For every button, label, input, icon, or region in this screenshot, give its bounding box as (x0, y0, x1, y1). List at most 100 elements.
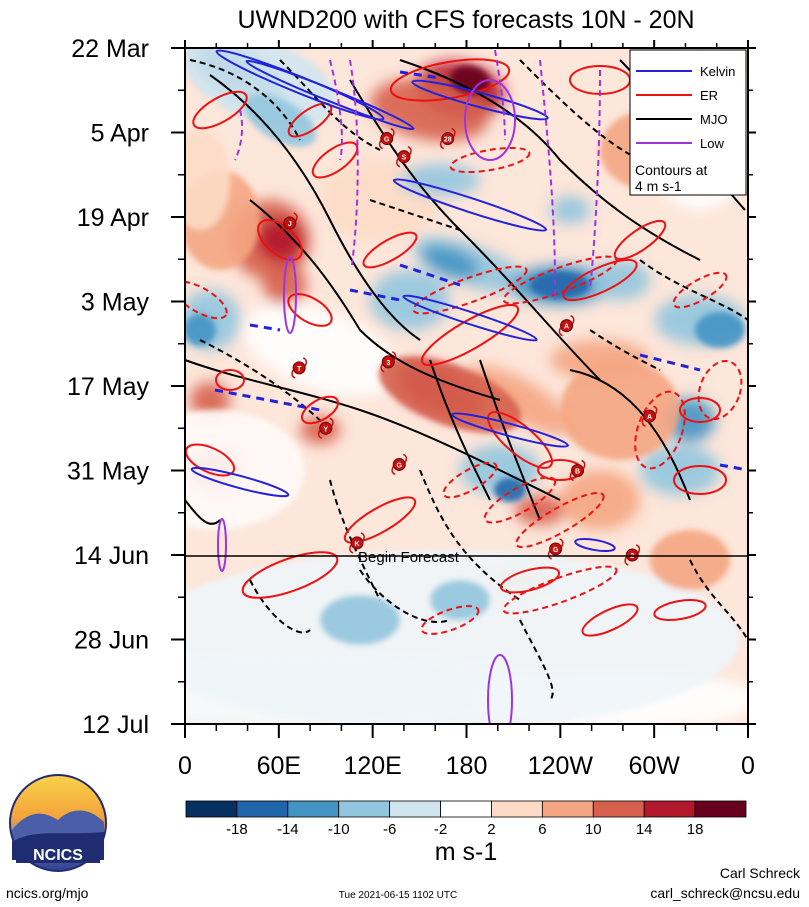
storm-icon-arm (293, 212, 298, 222)
storm-icon (397, 150, 411, 164)
storm-icon (380, 132, 394, 146)
colorbar-tick-label: -2 (434, 821, 447, 838)
storm-marker: S (396, 145, 412, 168)
legend-label-er: ER (700, 88, 718, 103)
storm-icon-arm (581, 459, 586, 469)
storm-label: G (397, 462, 403, 469)
colorbar-tick-label: -14 (277, 821, 299, 838)
colorbar-swatch (236, 800, 289, 818)
legend-label-mjo: MJO (700, 112, 727, 127)
colorbar-tick-label: 2 (487, 821, 495, 838)
y-tick-label: 17 May (67, 373, 149, 401)
colorbar-swatch (643, 800, 696, 818)
colorbar-tick-label: 14 (636, 821, 653, 838)
storm-icon-arm (569, 472, 574, 482)
storm-icon (441, 132, 455, 146)
storm-icon-arm (360, 532, 365, 542)
footer-author: Carl Schreck (720, 865, 801, 881)
colorbar-tick-label: 10 (585, 821, 602, 838)
logo-wordmark: NCICS (33, 847, 83, 864)
storm-marker: K (349, 532, 365, 554)
shading-patch (560, 360, 680, 460)
storm-marker: A (558, 314, 575, 337)
storm-label: G (553, 547, 559, 554)
storm-icon (642, 409, 656, 423)
shading-patch (185, 550, 740, 724)
storm-icon-arm (402, 453, 408, 463)
storm-marker: G (391, 453, 408, 476)
storm-icon-arm (396, 158, 401, 168)
storm-icon-arm (641, 417, 646, 427)
shading-patch (467, 365, 573, 435)
shading-patch (243, 93, 317, 147)
storm-icon-arm (451, 127, 456, 137)
storm-icon-arm (558, 327, 563, 337)
legend-note-line1: Contours at (635, 162, 707, 178)
storm-icon-arm (391, 466, 396, 476)
colorbar-swatch (694, 800, 747, 818)
y-tick-label: 12 Jul (82, 711, 149, 739)
storm-label: J (288, 221, 292, 228)
storm-marker: G (378, 127, 395, 150)
x-axis: 0 60E 120E 180 120W 60W 0 (178, 40, 755, 780)
x-tick-label: 60W (628, 752, 680, 780)
storm-marker: A (641, 405, 658, 427)
x-tick-label: 60E (257, 752, 301, 780)
storm-label: A (564, 324, 569, 331)
colorbar-swatch (491, 800, 543, 818)
shading-patch (695, 312, 745, 348)
shading-patch (421, 245, 479, 279)
colorbar: -18 -14 -10 -6 -2 2 6 10 14 18 (185, 800, 747, 838)
colorbar-tick-label: -18 (226, 821, 248, 838)
storm-marker: 28 (439, 127, 456, 150)
storm-icon-arm (390, 127, 395, 137)
y-axis: 22 Mar 5 Apr 19 Apr 3 May 17 May 31 May 14 Jun… (67, 35, 756, 739)
y-tick-label: 31 May (67, 458, 149, 486)
footer-website: ncics.org/mjo (6, 885, 89, 901)
storm-icon-arm (391, 351, 397, 361)
storm-marker: T (291, 357, 308, 379)
storm-label: S (402, 155, 407, 162)
storm-marker: 3 (380, 351, 397, 373)
er-negative-contours (185, 146, 743, 635)
colorbar-swatch (287, 800, 340, 818)
colorbar-tick-label: 18 (687, 821, 704, 838)
kelvin-contours (190, 49, 616, 553)
storm-label: G (384, 137, 390, 144)
tropical-cyclone-tracks: JGS28T3YAAGBKG2 (281, 127, 658, 566)
footer-email: carl_schreck@ncsu.edu (650, 885, 800, 901)
colorbar-swatch (389, 800, 441, 818)
colorbar-swatch (592, 800, 645, 818)
storm-label: B (575, 469, 580, 476)
storm-icon-arm (380, 363, 385, 373)
storm-icon-arm (378, 140, 384, 150)
storm-icon-arm (349, 544, 354, 554)
storm-icon-arm (653, 405, 658, 415)
forecast-start-label: Begin Forecast (358, 549, 460, 566)
shading-patch (185, 410, 305, 530)
shading-patch (560, 470, 640, 530)
storm-label: K (354, 541, 359, 548)
shading-patch (550, 196, 590, 224)
storm-marker: J (281, 212, 298, 234)
colorbar-swatch (440, 800, 492, 818)
storm-label: 3 (386, 360, 390, 367)
storm-icon-arm (329, 417, 334, 427)
storm-icon (283, 216, 297, 230)
storm-icon (625, 548, 639, 562)
shading-patch (370, 270, 450, 330)
shading-patch (430, 580, 490, 620)
y-tick-label: 5 Apr (91, 120, 149, 148)
storm-icon (292, 361, 306, 375)
storm-icon (571, 464, 585, 477)
footer-timestamp: Tue 2021-06-15 1102 UTC (339, 890, 457, 901)
shading-patch (378, 356, 522, 434)
x-tick-label: 0 (178, 752, 192, 780)
storm-label: T (297, 366, 302, 373)
colorbar-swatch (541, 800, 594, 818)
colorbar-swatch (338, 800, 391, 818)
shading-patch (185, 314, 216, 346)
ncics-logo: NCICS (9, 774, 107, 872)
low-negative-contours (234, 49, 601, 301)
shading-patch (185, 130, 230, 230)
